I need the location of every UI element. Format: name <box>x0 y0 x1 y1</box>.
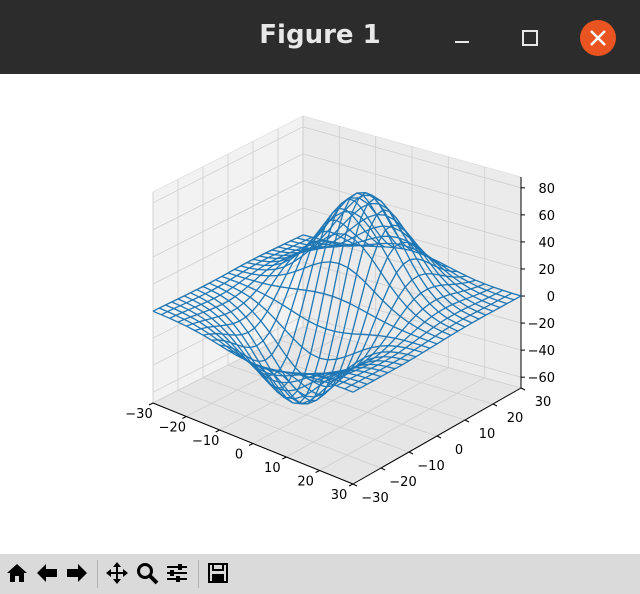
x-tick-mark <box>315 470 320 473</box>
y-tick-mark <box>436 435 442 439</box>
grid-line <box>302 126 522 189</box>
forward-button[interactable] <box>64 560 90 586</box>
grid-line <box>302 326 522 389</box>
z-tick-label: 40 <box>538 236 555 251</box>
y-tick-label: −10 <box>417 459 444 474</box>
y-tick-label: 10 <box>479 427 496 442</box>
wireframe-line <box>165 304 368 385</box>
zoom-button[interactable] <box>134 560 160 586</box>
wireframe-line <box>159 307 361 389</box>
grid-line <box>302 180 522 243</box>
x-tick-mark <box>148 402 154 406</box>
x-tick-label: 0 <box>235 448 243 463</box>
y-tick-mark <box>520 387 526 391</box>
x-tick-mark <box>182 416 187 419</box>
wireframe-line <box>284 225 501 309</box>
maximize-button[interactable] <box>516 24 544 52</box>
x-tick-label: 10 <box>264 461 281 476</box>
pan-icon <box>106 562 128 584</box>
home-button[interactable] <box>4 560 30 586</box>
z-tick-label: −20 <box>528 317 555 332</box>
y-tick-label: 20 <box>507 411 524 426</box>
y-tick-label: −30 <box>361 491 388 506</box>
x-tick-mark <box>282 456 287 460</box>
home-icon <box>7 564 27 582</box>
y-tick-label: −20 <box>389 475 416 490</box>
grid-line <box>152 315 304 393</box>
wireframe-line <box>234 261 445 341</box>
x-tick-label: 20 <box>297 475 314 490</box>
y-tick-mark <box>464 419 470 423</box>
figure-canvas[interactable]: −30 −20 −10 0 10 20 30 −30 −20 −10 0 10 20 30 −60 −40 −2… <box>0 74 640 554</box>
wireframe-line <box>196 289 403 405</box>
close-button[interactable] <box>579 19 617 57</box>
grid-line <box>152 126 304 204</box>
x-tick-mark <box>348 483 354 487</box>
close-icon <box>580 20 616 56</box>
y-tick-mark <box>352 483 358 487</box>
wireframe-line <box>190 292 396 405</box>
grid-line <box>152 180 304 258</box>
window-title: Figure 1 <box>259 20 381 50</box>
y-tick-label: 30 <box>535 395 552 410</box>
wireframe-line <box>221 275 431 349</box>
forward-arrow-icon <box>67 564 87 582</box>
toolbar-separator <box>97 560 98 588</box>
grid-line <box>202 377 410 453</box>
y-tick-mark <box>408 451 414 455</box>
y-tick-mark <box>380 467 386 471</box>
wireframe-line <box>246 211 459 332</box>
wireframe-line <box>202 285 410 398</box>
z-tick-label: 80 <box>538 182 555 197</box>
z-tick-label: 60 <box>538 209 555 224</box>
grid-line <box>152 207 304 285</box>
maximize-icon <box>522 30 538 46</box>
grid-line <box>302 315 522 378</box>
grid-line <box>302 153 522 216</box>
y-tick-mark <box>492 403 498 407</box>
z-tick-label: −60 <box>528 371 555 386</box>
wireframe-line <box>259 192 473 324</box>
wireframe-line <box>302 234 522 297</box>
wireframe-line <box>227 272 438 345</box>
wireframe-line <box>290 235 508 305</box>
wireframe-line <box>215 279 424 361</box>
back-arrow-icon <box>37 564 57 582</box>
x-tick-label: −10 <box>192 434 219 449</box>
x-tick-label: 30 <box>331 488 348 503</box>
grid-line <box>152 153 304 231</box>
wireframe-line <box>296 237 515 301</box>
wireframe-line <box>277 213 494 312</box>
x-tick-mark <box>215 429 220 433</box>
wireframe-line <box>240 232 452 336</box>
navigation-toolbar <box>0 554 640 594</box>
x-tick-label: −20 <box>159 421 186 436</box>
minimize-icon <box>455 41 469 43</box>
x-tick-mark <box>248 443 254 446</box>
wireframe-surface <box>152 192 522 405</box>
x-tick-label: −30 <box>125 407 152 422</box>
pan-button[interactable] <box>104 560 130 586</box>
title-bar: Figure 1 <box>0 0 640 74</box>
z-tick-label: −40 <box>528 344 555 359</box>
configure-subplots-icon <box>167 564 187 582</box>
z-tick-label: 20 <box>538 263 555 278</box>
zoom-icon <box>137 563 159 585</box>
minimize-button[interactable] <box>448 26 476 52</box>
y-tick-label: 0 <box>455 443 463 458</box>
configure-subplots-button[interactable] <box>164 560 190 586</box>
grid-line <box>177 389 382 469</box>
back-button[interactable] <box>34 560 60 586</box>
toolbar-separator <box>198 560 199 588</box>
grid-line <box>302 261 522 324</box>
wireframe-line <box>209 282 417 383</box>
save-icon <box>208 563 228 583</box>
z-tick-label: 0 <box>547 290 555 305</box>
save-button[interactable] <box>205 560 231 586</box>
grid-line <box>252 351 466 421</box>
